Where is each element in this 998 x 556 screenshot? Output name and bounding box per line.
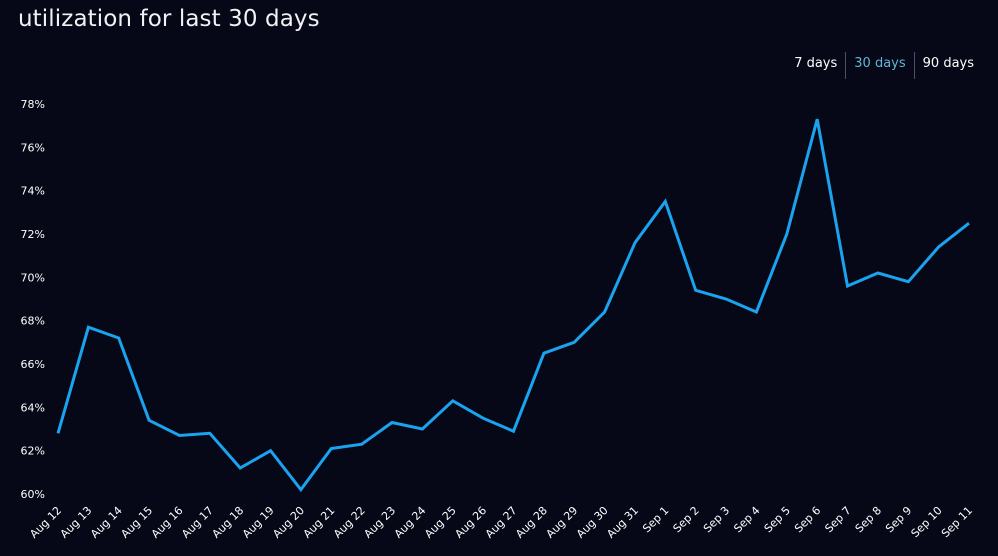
range-90-days-button[interactable]: 90 days — [922, 56, 974, 71]
data-point[interactable] — [811, 113, 823, 125]
data-point[interactable] — [508, 425, 520, 437]
data-point[interactable] — [356, 438, 368, 450]
y-tick-label: 68% — [21, 315, 45, 328]
range-7-days-button[interactable]: 7 days — [794, 56, 838, 71]
data-point[interactable] — [82, 321, 94, 333]
data-point[interactable] — [325, 443, 337, 455]
data-point[interactable] — [902, 276, 914, 288]
x-tick-label: Aug 18 — [210, 504, 247, 541]
data-point[interactable] — [143, 414, 155, 426]
y-tick-label: 72% — [21, 228, 45, 241]
x-tick-label: Aug 23 — [361, 504, 398, 541]
x-tick-label: Aug 29 — [544, 504, 581, 541]
range-30-days-button[interactable]: 30 days — [854, 56, 906, 71]
y-tick-label: 70% — [21, 271, 45, 284]
data-point[interactable] — [234, 462, 246, 474]
data-point[interactable] — [933, 241, 945, 253]
range-switch: 7 days 30 days 90 days — [786, 52, 982, 79]
x-tick-label: Aug 22 — [331, 504, 368, 541]
data-point[interactable] — [265, 445, 277, 457]
y-tick-label: 64% — [21, 401, 45, 414]
data-point[interactable] — [690, 284, 702, 296]
x-tick-label: Aug 13 — [58, 504, 95, 541]
x-tick-label: Aug 26 — [452, 504, 489, 541]
utilization-series-line — [56, 118, 970, 493]
x-tick-label: Aug 17 — [179, 504, 216, 541]
y-tick-label: 62% — [21, 445, 45, 458]
x-tick-label: Aug 14 — [88, 504, 125, 541]
x-tick-label: Aug 30 — [574, 504, 611, 541]
range-divider — [913, 52, 915, 79]
x-tick-label: Aug 19 — [240, 504, 277, 541]
data-point[interactable] — [872, 267, 884, 279]
x-tick-label: Aug 25 — [422, 504, 459, 541]
x-tick-label: Aug 20 — [270, 504, 307, 541]
x-tick-label: Aug 28 — [513, 504, 550, 541]
y-tick-label: 78% — [21, 98, 45, 111]
data-point[interactable] — [842, 280, 854, 292]
page-title: utilization for last 30 days — [18, 6, 320, 32]
data-point[interactable] — [720, 293, 732, 305]
data-point[interactable] — [781, 228, 793, 240]
x-tick-label: Sep 10 — [909, 504, 945, 540]
data-point[interactable] — [599, 306, 611, 318]
data-point[interactable] — [204, 427, 216, 439]
y-axis: 60% 62% 64% 66% 68% 70% 72% 74% 76% 78% — [21, 98, 45, 501]
data-point[interactable] — [750, 306, 762, 318]
x-tick-label: Sep 6 — [792, 504, 823, 535]
x-tick-label: Aug 24 — [392, 504, 429, 541]
range-divider — [845, 52, 847, 79]
y-tick-label: 76% — [21, 141, 45, 154]
x-tick-label: Sep 3 — [701, 504, 732, 535]
data-point[interactable] — [173, 430, 185, 442]
data-point[interactable] — [629, 237, 641, 249]
y-tick-label: 66% — [21, 358, 45, 371]
x-tick-label: Sep 7 — [822, 504, 853, 535]
x-tick-label: Sep 8 — [853, 504, 884, 535]
data-point[interactable] — [568, 336, 580, 348]
data-point[interactable] — [113, 332, 125, 344]
series-layer — [52, 113, 975, 496]
data-point[interactable] — [416, 423, 428, 435]
data-point[interactable] — [659, 196, 671, 208]
x-tick-label: Aug 15 — [118, 504, 155, 541]
data-point[interactable] — [963, 217, 975, 229]
x-tick-label: Sep 4 — [731, 504, 762, 535]
data-point[interactable] — [295, 484, 307, 496]
x-tick-label: Sep 5 — [762, 504, 793, 535]
x-tick-label: Sep 11 — [939, 504, 975, 540]
x-tick-label: Aug 27 — [483, 504, 520, 541]
x-tick-label: Aug 21 — [301, 504, 338, 541]
x-tick-label: Aug 16 — [149, 504, 186, 541]
x-tick-label: Sep 1 — [640, 504, 671, 535]
x-tick-label: Sep 2 — [671, 504, 702, 535]
data-point[interactable] — [52, 427, 64, 439]
y-tick-label: 74% — [21, 185, 45, 198]
y-tick-label: 60% — [21, 488, 45, 501]
data-point[interactable] — [386, 417, 398, 429]
data-point[interactable] — [447, 395, 459, 407]
data-point[interactable] — [538, 347, 550, 359]
data-point[interactable] — [477, 412, 489, 424]
x-tick-label: Aug 31 — [604, 504, 641, 541]
x-tick-label: Aug 12 — [27, 504, 64, 541]
